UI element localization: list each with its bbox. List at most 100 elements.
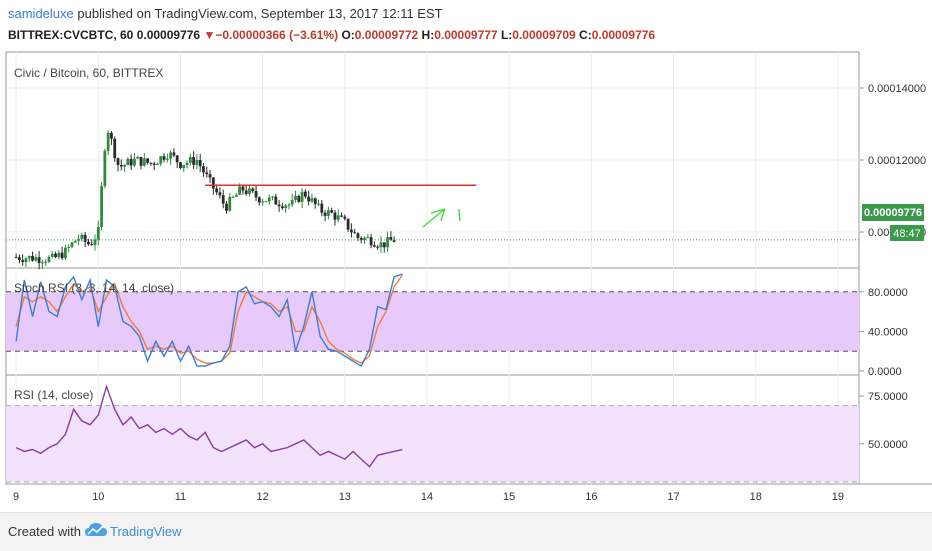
candle-body (67, 246, 71, 248)
candle-body (182, 164, 186, 169)
candle-body (83, 234, 87, 242)
ohlc-line: BITTREX:CVCBTC, 60 0.00009776 ▼−0.000003… (8, 28, 655, 42)
candle-body (261, 201, 265, 203)
candle-body (353, 232, 357, 234)
candle-body (73, 240, 77, 243)
candle-body (228, 197, 232, 211)
candle-body (287, 204, 291, 206)
rsi-tick-label: 75.0000 (868, 391, 908, 403)
x-tick-label: 17 (667, 491, 679, 503)
candle-body (156, 163, 159, 165)
candle-body (31, 255, 34, 261)
candle-body (152, 163, 156, 165)
x-tick-label: 10 (92, 491, 104, 503)
footer-bar: Created with TradingView (0, 512, 932, 551)
candle-body (54, 253, 57, 258)
candle-body (27, 255, 31, 259)
candle-body (373, 245, 376, 247)
candle-body (284, 205, 288, 209)
candle-body (340, 215, 343, 217)
candle-body (343, 216, 347, 219)
stoch-k-line (15, 273, 403, 368)
x-tick-label: 11 (175, 491, 186, 503)
candle-body (142, 158, 146, 166)
candle-body (41, 262, 44, 264)
candle-body (363, 237, 366, 241)
candle-body (34, 257, 38, 261)
candle-body (129, 158, 133, 166)
candle-body (96, 226, 100, 240)
publish-text: published on TradingView.com, September … (73, 6, 443, 21)
candlestick-series (14, 130, 396, 270)
candle-body (50, 253, 54, 257)
candle-body (106, 132, 110, 151)
x-tick-label: 9 (13, 491, 19, 503)
candle-body (202, 166, 205, 173)
close-value: 0.00009776 (591, 28, 656, 42)
stoch-tick-label: 0.0000 (868, 366, 902, 378)
candle-body (116, 158, 120, 165)
candle-body (172, 152, 176, 156)
candle-body (386, 237, 389, 248)
candle-body (218, 192, 222, 196)
author-link[interactable]: samideluxe (8, 6, 74, 21)
price-pane-title: Civic / Bitcoin, 60, BITTREX (14, 66, 163, 80)
candle-body (139, 156, 143, 166)
rsi-pane-title: RSI (14, close) (14, 388, 93, 402)
candle-body (297, 195, 301, 202)
rsi-line (15, 384, 403, 468)
x-tick-label: 15 (503, 491, 515, 503)
candle-body (60, 252, 64, 259)
candle-body (188, 157, 192, 163)
candle-body (248, 188, 251, 194)
chart-canvas[interactable]: Civic / Bitcoin, 60, BITTREX Stoch RSI (… (0, 0, 932, 512)
countdown-tag (890, 225, 924, 241)
candle-body (251, 188, 255, 192)
last-price-tag-text: 0.00009776 (864, 207, 922, 219)
price-axis-labels: 0.000140000.000120000.0001000080.000040.… (859, 83, 926, 451)
candle-body (330, 210, 334, 213)
candle-body (21, 260, 25, 262)
candle-body (234, 194, 238, 197)
rsi-band (6, 405, 859, 482)
candle-body (103, 150, 107, 187)
candle-body (303, 191, 307, 197)
candle-body (277, 204, 281, 207)
x-tick-label: 13 (339, 491, 351, 503)
candle-body (313, 198, 317, 205)
candle-body (382, 242, 386, 248)
stoch-tick-label: 40.0000 (868, 326, 908, 338)
candle-body (44, 261, 48, 263)
trend-arrow-annotation[interactable] (422, 208, 461, 228)
candle-body (179, 162, 182, 169)
candle-body (317, 203, 320, 205)
candle-body (366, 237, 370, 239)
stoch-pane-title: Stoch RSI (3, 3, 14, 14, close) (14, 281, 174, 295)
symbol-label: BITTREX:CVCBTC, 60 (8, 28, 134, 42)
candle-body (294, 195, 297, 200)
candle-body (162, 156, 166, 160)
high-label: H: (421, 28, 435, 42)
rsi-tick-label: 50.0000 (868, 439, 908, 451)
countdown-tag-text: 48:47 (893, 228, 921, 240)
time-axis-labels: 9 10 11 12 13 14 15 16 17 18 19 (13, 491, 844, 503)
tradingview-link[interactable]: TradingView (110, 524, 182, 539)
candle-body (271, 196, 274, 198)
candle-body (185, 162, 189, 165)
candle-body (320, 203, 324, 213)
stoch-tick-label: 80.0000 (868, 287, 908, 299)
x-tick-label: 18 (750, 491, 762, 503)
x-tick-label: 12 (257, 491, 269, 503)
candle-body (307, 196, 311, 202)
publish-line: samideluxe published on TradingView.com,… (8, 6, 443, 21)
open-value: 0.00009772 (354, 28, 419, 42)
candle-body (356, 233, 360, 238)
down-arrow-icon: ▼ (203, 28, 216, 42)
stoch-d-line (15, 274, 403, 364)
candle-body (221, 195, 225, 204)
candle-body (119, 164, 123, 167)
candle-body (17, 257, 21, 261)
candle-body (64, 247, 67, 259)
candle-body (175, 155, 179, 163)
candle-body (359, 237, 363, 241)
